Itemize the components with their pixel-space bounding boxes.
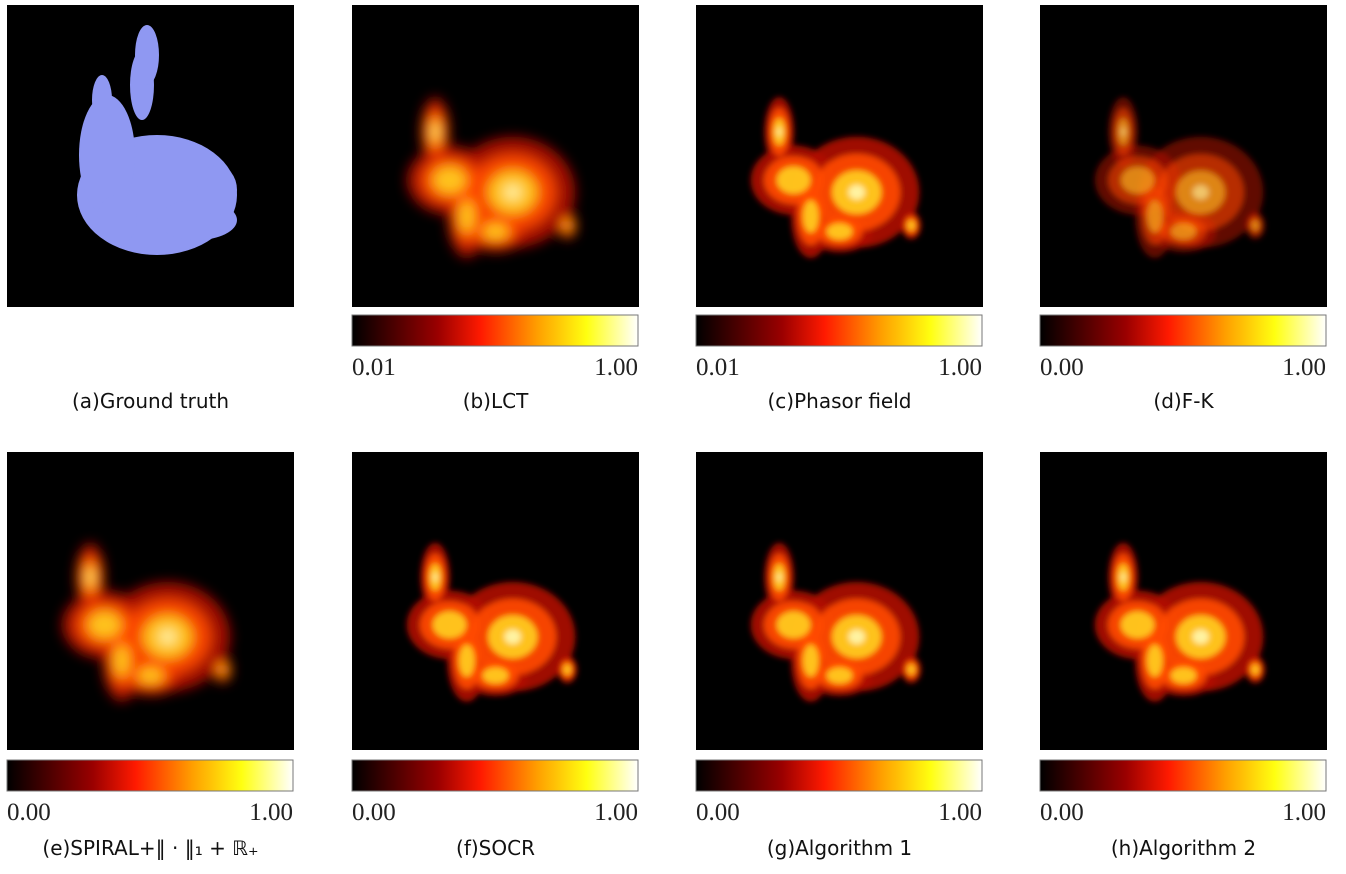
heat-blob <box>1192 629 1209 644</box>
panel: 0.00 1.00 (f)SOCR <box>351 452 639 860</box>
bunny-shape <box>79 95 135 215</box>
heat-blob <box>1121 127 1126 137</box>
panel: (a)Ground truth <box>7 5 294 413</box>
heat-blob <box>907 220 916 231</box>
heat-blob <box>1251 220 1260 231</box>
heatmap <box>61 542 233 702</box>
bunny-shape <box>135 25 159 85</box>
panel: 0.00 1.00 (h)Algorithm 2 <box>1039 452 1327 860</box>
heat-blob <box>137 667 164 684</box>
caption: (c)Phasor field <box>768 389 912 413</box>
colorbar-max: 1.00 <box>249 799 293 826</box>
colorbar-min: 0.01 <box>352 354 396 381</box>
heat-blob <box>88 572 93 582</box>
heat-blob <box>1170 223 1197 240</box>
heat-blob <box>1120 611 1155 639</box>
heatmap <box>406 97 578 259</box>
heat-blob <box>803 644 819 677</box>
colorbar-min: 0.00 <box>7 799 51 826</box>
heat-blob <box>826 223 853 240</box>
caption: (g)Algorithm 1 <box>767 836 912 860</box>
heat-blob <box>848 629 865 644</box>
panel: 0.00 1.00 (d)F-K <box>1039 5 1327 413</box>
colorbar-min: 0.00 <box>1040 799 1084 826</box>
colorbar <box>695 314 983 347</box>
heat-blob <box>218 664 227 675</box>
caption: (b)LCT <box>463 389 529 413</box>
heat-blob <box>848 184 865 200</box>
colorbar <box>1039 759 1327 792</box>
caption: (h)Algorithm 2 <box>1111 836 1256 860</box>
heatmap <box>750 542 922 702</box>
panel: 0.01 1.00 (c)Phasor field <box>695 5 983 413</box>
heat-blob <box>1251 664 1260 675</box>
heat-blob <box>482 223 509 240</box>
panel: 0.00 1.00 (e)SPIRAL+‖ · ‖₁ + ℝ₊ <box>6 452 294 860</box>
heat-blob <box>459 644 475 677</box>
heat-blob <box>1147 644 1163 677</box>
heat-blob <box>504 184 521 200</box>
heat-blob <box>433 127 438 137</box>
panel: 0.01 1.00 (b)LCT <box>351 5 639 413</box>
heat-blob <box>432 166 467 194</box>
colorbar-max: 1.00 <box>594 354 638 381</box>
heat-blob <box>459 200 475 233</box>
heat-blob <box>803 200 819 233</box>
colorbar-min: 0.00 <box>696 799 740 826</box>
caption: (d)F-K <box>1153 389 1214 413</box>
caption: (f)SOCR <box>456 836 535 860</box>
heatmap <box>750 97 922 259</box>
heat-blob <box>114 644 130 677</box>
colorbar-max: 1.00 <box>594 799 638 826</box>
heat-blob <box>563 664 572 675</box>
heat-blob <box>1121 572 1126 582</box>
colorbar-max: 1.00 <box>938 354 982 381</box>
colorbar <box>351 314 639 347</box>
heatmap <box>406 542 578 702</box>
colorbar <box>1039 314 1327 347</box>
heat-blob <box>776 611 811 639</box>
heat-blob <box>87 611 122 639</box>
colorbar-max: 1.00 <box>938 799 982 826</box>
colorbar-min: 0.00 <box>1040 354 1084 381</box>
heat-blob <box>826 667 853 684</box>
caption: (e)SPIRAL+‖ · ‖₁ + ℝ₊ <box>42 836 258 860</box>
colorbar-min: 0.00 <box>352 799 396 826</box>
heat-blob <box>563 220 572 231</box>
bunny-shape <box>92 75 112 125</box>
bunny-shape <box>97 195 137 245</box>
heat-blob <box>504 629 521 644</box>
heat-blob <box>1192 184 1209 200</box>
heat-blob <box>777 127 782 137</box>
heat-blob <box>776 166 811 194</box>
bunny-shape <box>197 165 237 215</box>
heat-blob <box>1120 166 1155 194</box>
colorbar-min: 0.01 <box>696 354 740 381</box>
heat-blob <box>159 629 176 644</box>
panel: 0.00 1.00 (g)Algorithm 1 <box>695 452 983 860</box>
heat-blob <box>907 664 916 675</box>
heat-blob <box>1147 200 1163 233</box>
colorbar <box>6 759 294 792</box>
heat-blob <box>433 572 438 582</box>
colorbar <box>695 759 983 792</box>
heat-blob <box>1170 667 1197 684</box>
colorbar <box>351 759 639 792</box>
heat-blob <box>482 667 509 684</box>
colorbar-max: 1.00 <box>1282 799 1326 826</box>
heat-blob <box>432 611 467 639</box>
colorbar-max: 1.00 <box>1282 354 1326 381</box>
heat-blob <box>777 572 782 582</box>
heatmap <box>1094 542 1266 702</box>
heatmap <box>1094 97 1266 259</box>
caption: (a)Ground truth <box>72 389 229 413</box>
